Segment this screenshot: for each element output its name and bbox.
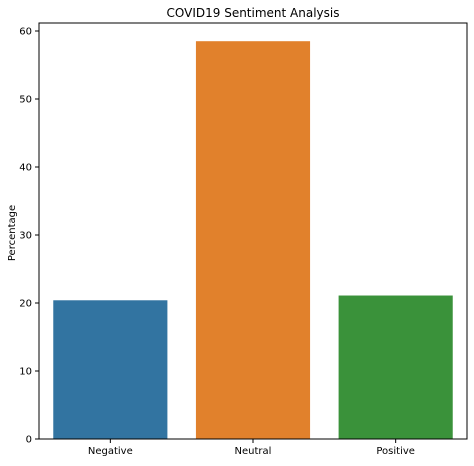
x-tick-label: Positive: [376, 446, 415, 457]
y-tick-label: 40: [19, 163, 32, 174]
bar-neutral: [195, 41, 311, 439]
x-tick-label: Neutral: [235, 446, 272, 457]
y-tick-label: 60: [19, 27, 32, 38]
x-tick-label: Negative: [88, 446, 133, 457]
y-tick-label: 0: [26, 435, 32, 446]
y-axis-label: Percentage: [7, 205, 18, 261]
plot-frame: [38, 22, 468, 440]
bar-negative: [53, 300, 168, 439]
y-tick-label: 30: [19, 231, 32, 242]
y-tick-label: 50: [19, 95, 32, 106]
plot-area: 0 10 20 30 40 50 60 Negative Neutral Positive: [19, 27, 453, 457]
y-tick-label: 10: [19, 367, 32, 378]
bar-positive: [338, 295, 453, 439]
y-tick-label: 20: [19, 299, 32, 310]
chart-title: COVID19 Sentiment Analysis: [167, 6, 340, 20]
